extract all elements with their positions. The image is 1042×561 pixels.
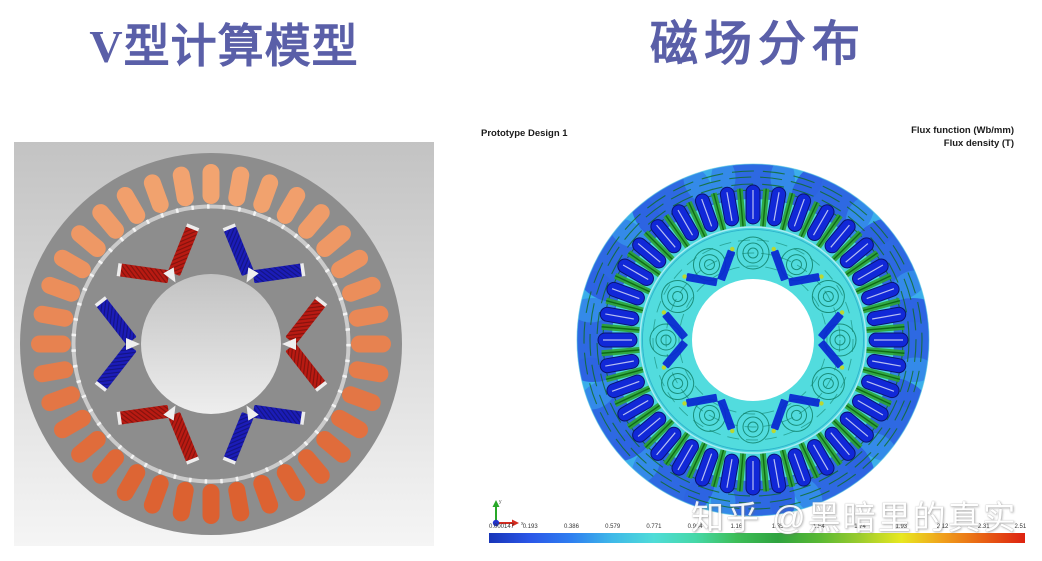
colorbar-tick-label: 0.000147	[489, 524, 515, 530]
colorbar-tick-label: 0.193	[522, 524, 538, 530]
fem-rotor-magnets	[661, 246, 845, 434]
colorbar-tick-label: 2.31	[977, 524, 990, 530]
fem-rotor-flux-lines	[649, 236, 857, 444]
v-magnet-pole-red	[116, 404, 200, 465]
left-title: V型计算模型	[89, 21, 359, 72]
colorbar-tick-label: 1.35	[771, 524, 784, 530]
v-magnet-pole-blue	[94, 296, 140, 392]
shaft-bore	[141, 274, 281, 414]
fem-airgap-outer	[639, 226, 867, 454]
colorbar-tick-label: 1.74	[854, 524, 866, 530]
colorbar-tick-label: 0.386	[563, 524, 579, 530]
fem-rotor-bore	[692, 279, 814, 401]
colorbar-tick-label: 1.16	[730, 524, 743, 530]
fem-legend: Flux function (Wb/mm) Flux density (T)	[911, 124, 1014, 150]
v-magnet-pole-blue	[222, 404, 306, 465]
colorbar-tick-label: 1.54	[813, 524, 825, 530]
v-magnet-pole-red	[116, 223, 200, 284]
fem-airgap-inner	[642, 229, 864, 451]
axis-triad-icon: xy	[492, 499, 524, 527]
fem-plot-figure	[545, 132, 961, 548]
colorbar-tick-label: 0.771	[646, 524, 662, 530]
stator-winding-slots	[31, 164, 391, 524]
fem-plot-canvas	[551, 138, 955, 542]
flux-function-label: Flux function (Wb/mm)	[911, 125, 1014, 136]
colorbar-tick-label: 0.579	[605, 524, 621, 530]
y-axis-label: y	[499, 499, 502, 505]
fem-plot-title: Prototype Design 1	[481, 128, 568, 139]
watermark: 知乎 @黑暗里的真实	[691, 499, 1018, 536]
airgap-ticks	[71, 204, 351, 484]
fem-outer-edge	[576, 163, 930, 517]
flux-density-label: Flux density (T)	[943, 138, 1014, 149]
right-title: 磁场分布	[649, 18, 866, 71]
colorbar-tick-label: 0.964	[687, 524, 703, 530]
x-axis-label: x	[521, 521, 524, 527]
colorbar-tick-label: 2.12	[936, 524, 949, 530]
fem-stator-slots	[597, 184, 909, 496]
colorbar-tick-labels: 0.000147 0.193 0.386 0.579 0.771 0.964 1.16 1.3…	[489, 524, 1027, 532]
v-magnet-pole-red	[282, 296, 328, 392]
v-model-figure	[14, 142, 434, 546]
colorbar-tick-label: 1.93	[895, 524, 908, 530]
triad-origin-dot	[492, 519, 500, 527]
v-magnet-pole-blue	[222, 223, 306, 284]
v-model-canvas	[14, 142, 434, 546]
colorbar-tick-label: 2.51	[1014, 524, 1027, 530]
v-magnet-poles	[94, 223, 328, 465]
colorbar-gradient	[489, 533, 1025, 543]
fem-tooth-flux	[601, 188, 905, 492]
